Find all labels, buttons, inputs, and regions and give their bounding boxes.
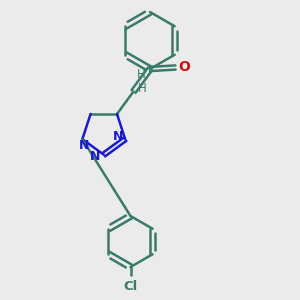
Text: H: H — [137, 82, 146, 95]
Text: N: N — [90, 150, 100, 163]
Text: N: N — [79, 139, 89, 152]
Text: N: N — [112, 130, 123, 143]
Text: O: O — [178, 60, 190, 74]
Text: Cl: Cl — [123, 280, 138, 292]
Text: H: H — [137, 68, 146, 81]
